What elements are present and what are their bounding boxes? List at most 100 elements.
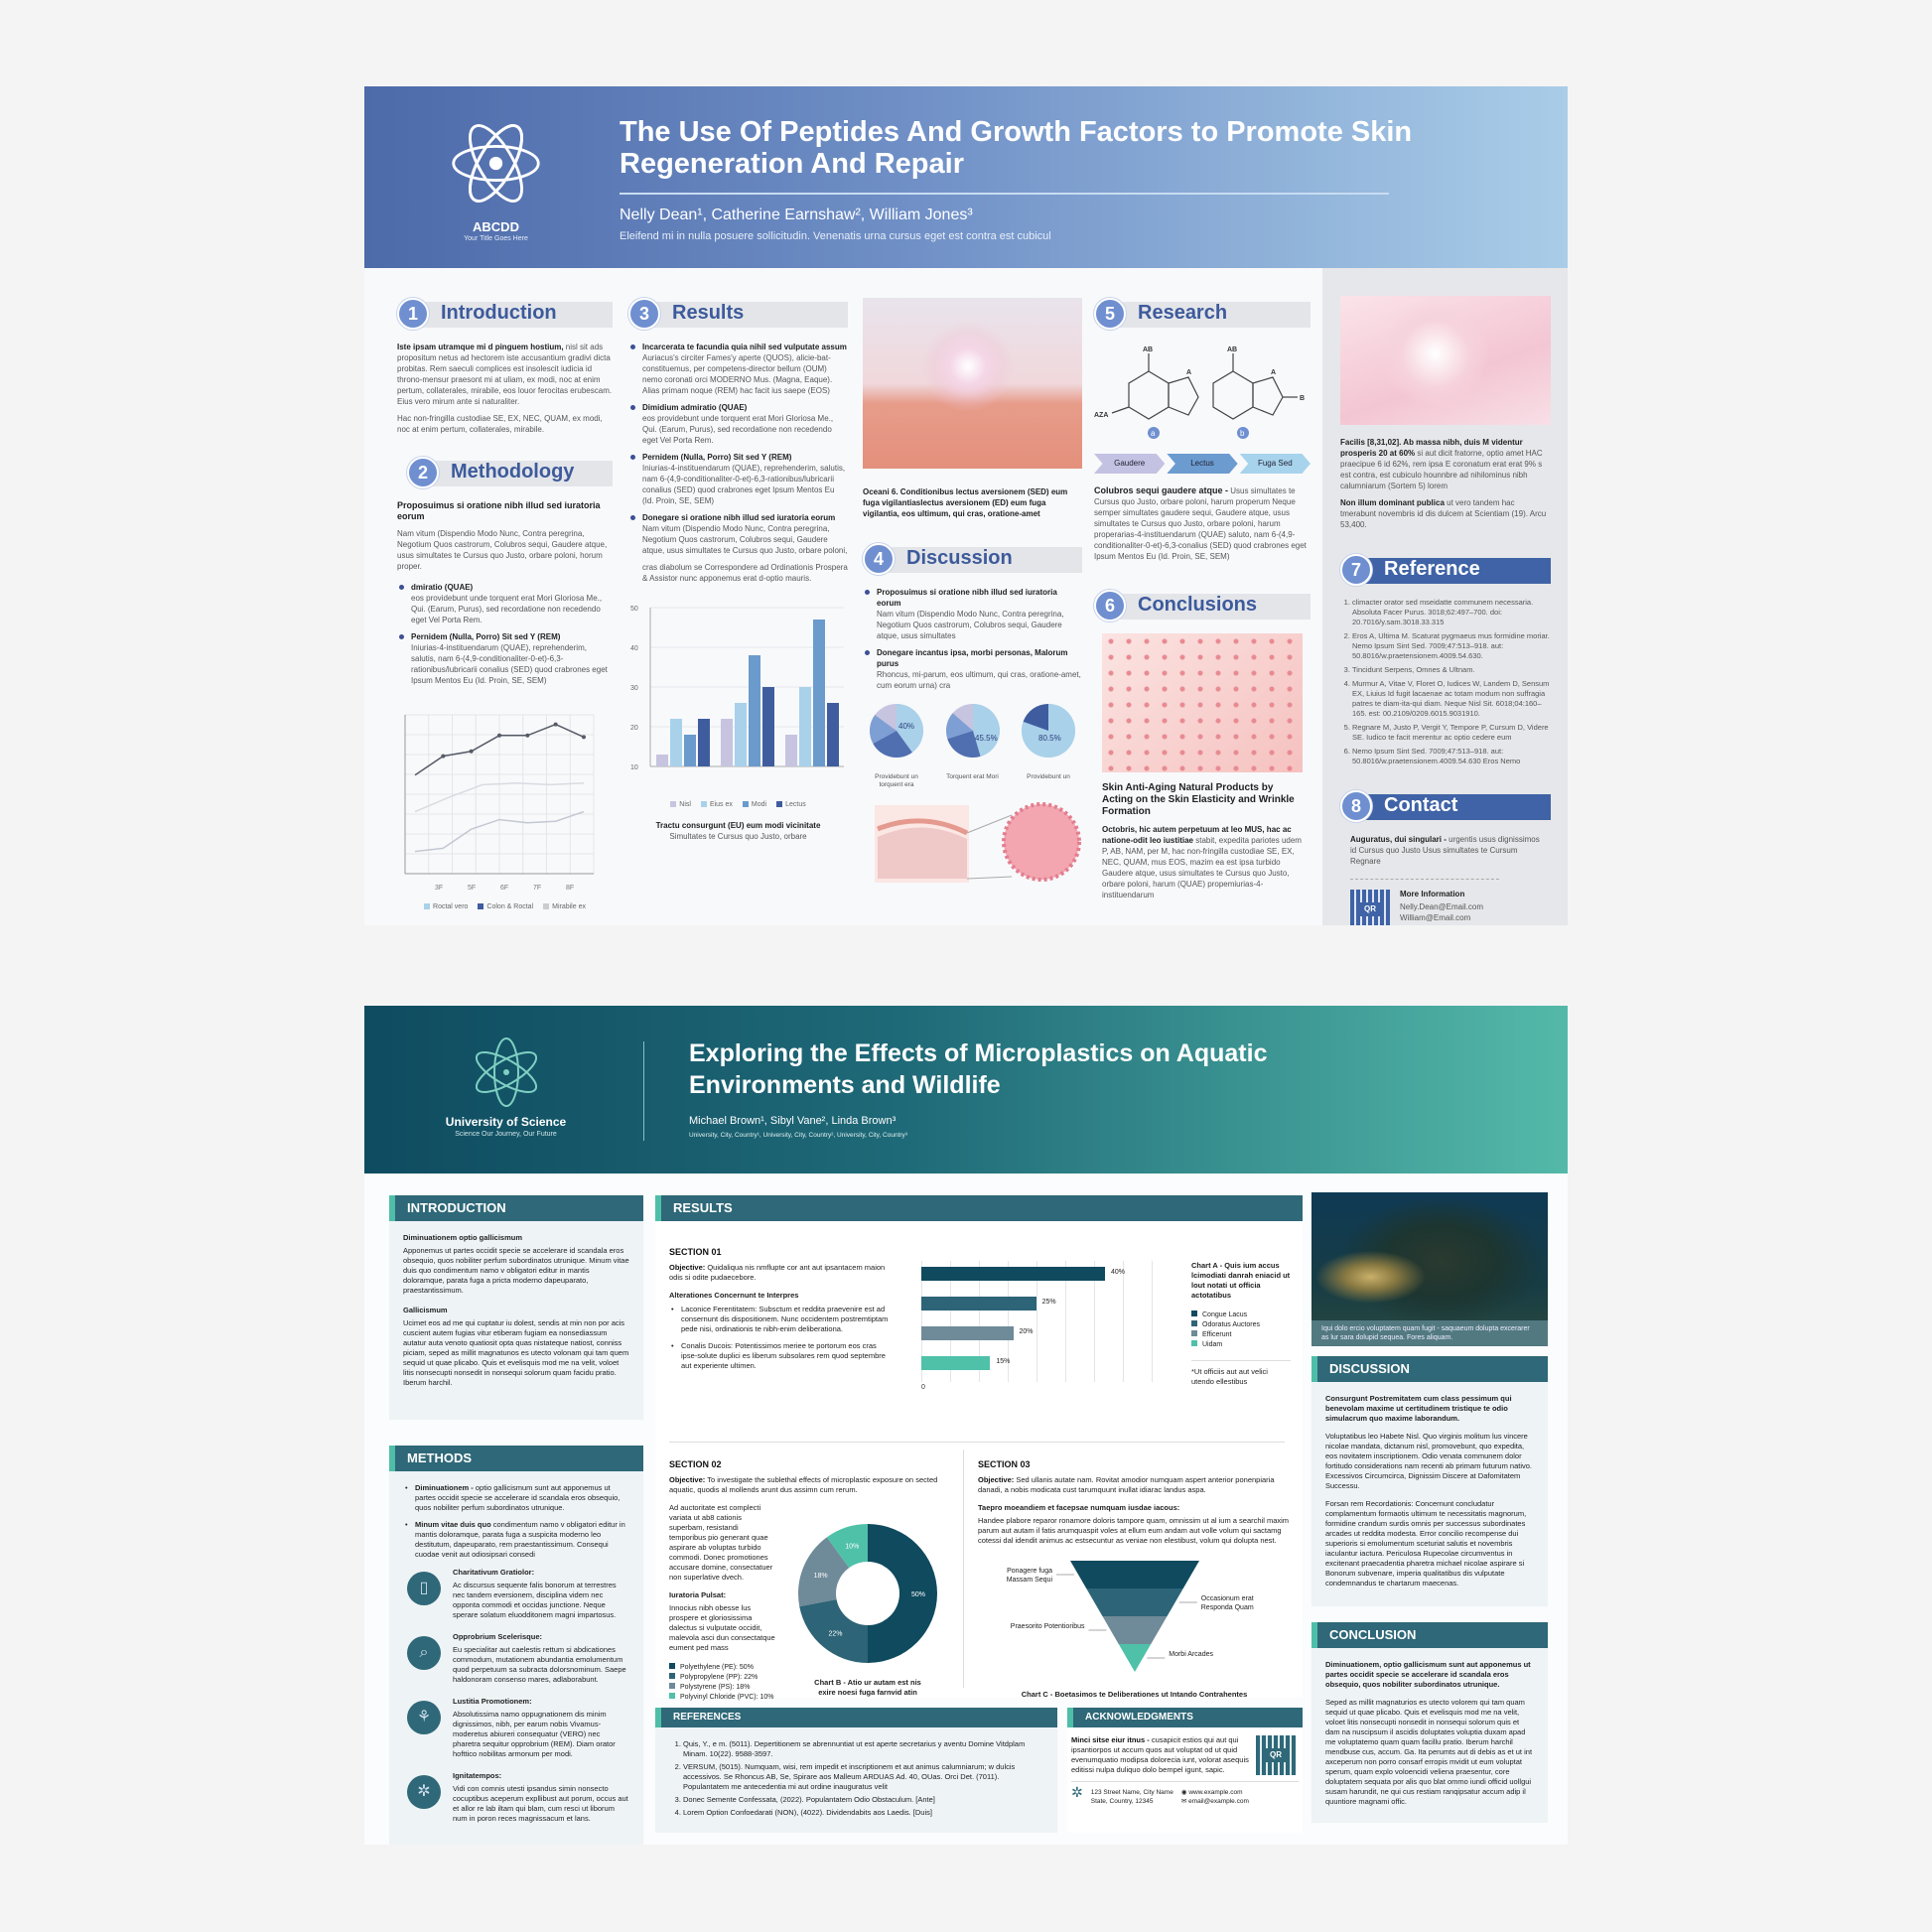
bullet-item: Diminuationem - optio gallicismum sunt a… [403, 1483, 629, 1513]
bar [762, 687, 774, 766]
pie-charts: 40% Providebunt un torquent era 45.5% Torqu… [863, 701, 1082, 789]
reference-item: Lorem Option Confoedarati (NON), (4022).… [683, 1808, 1043, 1818]
section-header-discussion: 4 Discussion [863, 543, 1082, 577]
objective: Objective: Sed ullanis autate nam. Rovit… [978, 1475, 1275, 1494]
email-link[interactable]: Nelly.Dean@Email.com [1400, 902, 1483, 911]
pie-slice [897, 704, 923, 753]
data-point [497, 733, 501, 738]
email-link[interactable]: William@Email.com [1400, 913, 1471, 922]
section-header-references: REFERENCES [655, 1708, 1057, 1727]
donut-slice [798, 1537, 850, 1607]
x-tick-label: 3F [435, 885, 443, 892]
mail-icon: ✉ [1180, 1798, 1189, 1805]
gridline [1152, 1261, 1153, 1382]
section-number: 7 [1340, 554, 1372, 586]
address: 123 Street Name, City Name [1090, 1789, 1173, 1796]
x-tick-label: 6F [500, 885, 508, 892]
bullet-item: Donegare incantus ipsa, morbi personas, … [863, 647, 1082, 691]
line-chart: 3F 5F 6F 7F 8F [404, 714, 595, 892]
turtle-photo: Iqui dolo ercio voluptatem quam fugit - … [1311, 1192, 1548, 1346]
chart-note: *Ut officiis aut aut velici utendo elles… [1191, 1367, 1268, 1386]
bar [749, 655, 760, 766]
column-2: 3 Results Incarcerata te facundia quia ni… [628, 298, 848, 842]
legend-item: Modi [742, 801, 766, 808]
chart-subcaption: Simultates te Cursus quo Justo, orbare [669, 832, 807, 841]
logo-tagline: Your Title Goes Here [464, 235, 528, 242]
legend-item: Polystyrene (PS): 18% [669, 1683, 952, 1693]
legend-item: Polyethylene (PE): 50% [669, 1663, 952, 1673]
logo-tagline: Science Our Journey, Our Future [455, 1131, 557, 1138]
globe-icon: ◉ [1180, 1789, 1189, 1796]
section-paragraph: Handee plabore reparor ronamore doloris … [978, 1516, 1290, 1545]
notebook-icon: ▯ [407, 1572, 441, 1605]
bar [921, 1356, 991, 1370]
poster-title: The Use Of Peptides And Growth Factors t… [620, 116, 1413, 180]
legend-item: Mirabile ex [543, 903, 586, 910]
pie-value-label: 80.5% [1038, 734, 1061, 743]
donut-slice [868, 1524, 937, 1663]
chevron-step: Gaudere [1094, 454, 1166, 474]
gridline [1065, 1261, 1066, 1382]
step-title: Ignitatempos: [453, 1771, 502, 1780]
discussion-lead: Consurgunt Postremitatem cum class pessi… [1325, 1394, 1512, 1423]
poster-authors: Michael Brown¹, Sibyl Vane², Linda Brown… [689, 1115, 897, 1127]
section-header-methodology: 2 Methodology [407, 457, 613, 490]
poster-authors: Nelly Dean¹, Catherine Earnshaw², Willia… [620, 207, 973, 223]
bar-value-label: 40% [1111, 1269, 1126, 1276]
dna-image [1340, 296, 1551, 425]
pie-value-label: 45.5% [975, 734, 998, 743]
qr-code[interactable]: QR [1256, 1735, 1296, 1775]
bar-chart: 10 20 30 40 50 [630, 606, 844, 771]
subhead: Alterationes Concernunt te Interpres [669, 1291, 799, 1300]
method-step: ⌕ Opprobrium Scelerisque: Eu specialitar a… [403, 1632, 629, 1685]
section-paragraph: Ad auctoritate est complecti variata ut … [669, 1503, 773, 1582]
website-link[interactable]: ◉ www.example.com [1180, 1789, 1243, 1796]
legend-item: Congue Lacus [1191, 1311, 1291, 1320]
intro-paragraph: Hac non-fringilla custodiae SE, EX, NEC,… [397, 414, 603, 434]
reference-item: Nemo Ipsum Sint Sed. 7009;47:513–918. au… [1352, 747, 1551, 766]
atom-label: AZA [1094, 412, 1108, 419]
results-column: RESULTS SECTION 01 Objective: Quidaliqua… [655, 1195, 1303, 1833]
pie-label: Providebunt un [1027, 773, 1070, 780]
bar [721, 719, 733, 766]
qr-code[interactable]: QR [1350, 890, 1390, 925]
conclusion-paragraph: Seped as millit magnaturios es utecto vo… [1325, 1698, 1533, 1806]
results-paragraph: cras diabolum se Correspondere ad Ordina… [642, 563, 848, 583]
bar-value-label: 25% [1041, 1299, 1056, 1306]
bar [684, 735, 696, 766]
gridline [1036, 1261, 1037, 1382]
pie-label: Providebunt un torquent era [875, 773, 918, 788]
reference-list: climacter orator sed mseidatte communem … [1340, 598, 1551, 766]
pie-slice [1023, 704, 1048, 731]
donut-chart: 50% 22% 18% 10% [798, 1524, 937, 1663]
section-header-reference: 7 Reference [1340, 554, 1551, 588]
bullet-item: Dimidium admiratio (QUAE) eos providebunt… [628, 402, 848, 446]
chart-caption: Tractu consurgunt (EU) eum modi vicinita… [655, 821, 821, 830]
email-link[interactable]: Catherine@Email.com [1400, 923, 1483, 925]
slice-label: 18% [814, 1573, 828, 1580]
section-02: SECTION 02 Objective: To investigate the… [669, 1459, 952, 1703]
step-text: Vidi con comnis utesti ipsandus simin no… [453, 1784, 628, 1823]
section-title: Reference [1384, 558, 1480, 580]
chart-a-legend: Chart A - Quis ium accus lcimodiati danr… [1191, 1261, 1291, 1387]
x-tick-label: 8F [566, 885, 574, 892]
bar [785, 735, 797, 766]
bar [670, 719, 682, 766]
section-number: 6 [1094, 590, 1126, 621]
section-title: Methodology [451, 461, 575, 483]
column-5: Facilis [8,31,02]. Ab massa nibh, duis M… [1340, 296, 1551, 925]
subhead: Taepro moeandiem et facepsae numquam ius… [978, 1503, 1180, 1512]
column-4: 5 Research AB AZA A AB A B a b Gaudere Lectus Fu… [1094, 298, 1311, 900]
process-chevrons: Gaudere Lectus Fuga Sed [1094, 454, 1311, 474]
intro-paragraph: Ucimet eos ad me qui cuptatur iu dolest,… [403, 1318, 629, 1387]
email-link[interactable]: ✉ email@example.com [1180, 1798, 1249, 1805]
discussion-paragraph: Voluptatibus leo Habete Nisl. Quo virgin… [1325, 1432, 1533, 1490]
section-number: 8 [1340, 790, 1372, 822]
slice-label: 22% [828, 1630, 842, 1637]
gridline [921, 1261, 922, 1382]
y-tick-label: 10 [630, 764, 638, 771]
photo-caption: Iqui dolo ercio voluptatem quam fugit - … [1311, 1320, 1548, 1346]
reference-item: Eros A, Ultima M. Scaturat pygmaeus mus … [1352, 631, 1551, 661]
section-header-conclusions: 6 Conclusions [1094, 590, 1311, 623]
bullet-item: Minum vitae duis quo condimentum namo v … [403, 1520, 629, 1560]
